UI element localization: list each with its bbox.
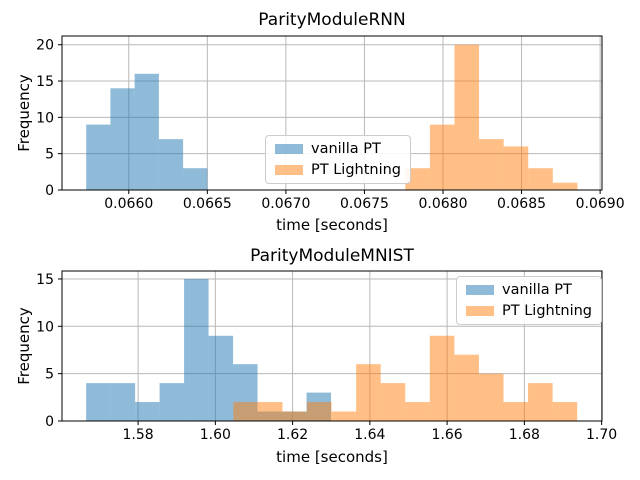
histogram-bar (552, 402, 578, 421)
legend-swatch-vanilla-pt-icon (466, 285, 494, 295)
histogram-bar (159, 383, 185, 421)
histogram-bar (233, 402, 258, 421)
x-tick-label: 0.0690 (576, 196, 625, 212)
y-tick-label: 20 (36, 38, 54, 54)
y-tick-label: 15 (36, 74, 54, 90)
histogram-bar (503, 402, 529, 421)
histogram-bar (331, 411, 357, 421)
chart-title-parity-module-mnist: ParityModuleMNIST (250, 246, 414, 266)
y-tick-label: 10 (36, 110, 54, 126)
x-axis-label-top: time [seconds] (276, 216, 388, 234)
x-tick-label: 0.0665 (183, 196, 232, 212)
y-axis-label-top: Frequency (15, 74, 33, 152)
histogram-bar (478, 373, 504, 421)
histogram-bar (158, 139, 184, 190)
legend-swatch-vanilla-pt-icon (275, 144, 303, 154)
x-tick-label: 1.58 (123, 427, 154, 443)
histogram-bar (86, 383, 111, 421)
histogram-bar (429, 335, 455, 421)
x-tick-label: 1.68 (509, 427, 540, 443)
histogram-bar (552, 182, 578, 190)
histogram-bar (503, 146, 529, 190)
histogram-bar (208, 335, 234, 421)
histogram-bar (183, 168, 208, 190)
x-tick-label: 0.0670 (261, 196, 310, 212)
histogram-bar (282, 411, 308, 421)
histogram-bar (528, 383, 553, 421)
x-tick-label: 1.70 (586, 427, 617, 443)
legend-entry-vanilla-pt: vanilla PT (466, 282, 592, 298)
y-tick-label: 0 (45, 183, 54, 199)
x-axis-label-bottom: time [seconds] (276, 448, 388, 466)
legend-label-pt-lightning: PT Lightning (502, 303, 593, 319)
legend-swatch-pt-lightning-icon (275, 165, 303, 175)
legend-entry-pt-lightning: PT Lightning (275, 162, 401, 178)
x-tick-label: 0.0680 (419, 196, 468, 212)
legend-label-vanilla-pt: vanilla PT (311, 141, 381, 157)
y-tick-label: 5 (45, 147, 54, 163)
y-tick-label: 5 (45, 367, 54, 383)
x-tick-label: 0.0675 (340, 196, 389, 212)
axes-spines (61, 35, 603, 191)
histogram-bar (86, 124, 111, 190)
histogram-bar (528, 168, 553, 190)
legend-entry-vanilla-pt: vanilla PT (275, 141, 401, 157)
y-tick-label: 10 (36, 319, 54, 335)
histogram-bar (307, 402, 332, 421)
axes-spines (61, 270, 603, 422)
legend-label-vanilla-pt: vanilla PT (502, 282, 572, 298)
histogram-bar (405, 402, 430, 421)
x-tick-label: 1.62 (277, 427, 308, 443)
x-tick-label: 1.60 (200, 427, 231, 443)
x-tick-label: 0.0660 (104, 196, 153, 212)
histogram-bar (135, 402, 160, 421)
y-axis-label-bottom: Frequency (15, 307, 33, 385)
x-tick-label: 1.66 (432, 427, 463, 443)
y-tick-label: 15 (36, 272, 54, 288)
histogram-bar (257, 402, 283, 421)
histogram-bar (184, 278, 209, 421)
legend-top: vanilla PT PT Lightning (265, 135, 412, 184)
legend-entry-pt-lightning: PT Lightning (466, 303, 592, 319)
histogram-bar (134, 73, 159, 190)
y-tick-label: 0 (45, 414, 54, 430)
histogram-bar (110, 88, 135, 190)
chart-title-parity-module-rnn: ParityModuleRNN (258, 10, 406, 30)
histogram-bar (380, 383, 406, 421)
legend-label-pt-lightning: PT Lightning (311, 162, 402, 178)
histogram-bar (405, 168, 430, 190)
legend-bottom: vanilla PT PT Lightning (456, 276, 603, 325)
x-tick-label: 1.64 (354, 427, 385, 443)
histogram-bar (110, 383, 136, 421)
histogram-bar (454, 44, 480, 190)
x-tick-label: 0.0685 (497, 196, 546, 212)
histogram-bar (429, 124, 455, 190)
legend-swatch-pt-lightning-icon (466, 306, 494, 316)
histogram-bar (454, 354, 479, 421)
histogram-bar (479, 139, 504, 190)
histogram-bar (356, 364, 381, 421)
